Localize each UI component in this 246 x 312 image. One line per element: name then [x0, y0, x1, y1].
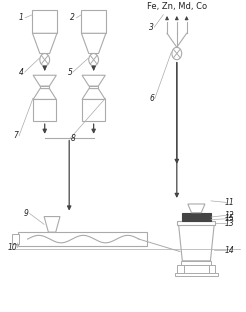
Polygon shape [33, 75, 56, 86]
Bar [177, 265, 184, 273]
Text: Fe, Zn, Md, Co: Fe, Zn, Md, Co [147, 2, 207, 11]
Text: 13: 13 [225, 219, 234, 228]
Bar [181, 261, 211, 265]
Polygon shape [44, 217, 60, 232]
Polygon shape [81, 33, 106, 53]
Polygon shape [179, 225, 214, 261]
Text: 14: 14 [225, 246, 234, 255]
Text: 4: 4 [19, 68, 24, 77]
Text: 8: 8 [70, 134, 75, 144]
Polygon shape [188, 204, 205, 213]
Text: 1: 1 [19, 13, 24, 22]
Text: 15: 15 [225, 214, 234, 223]
Bar [32, 10, 57, 33]
Text: 10: 10 [8, 243, 18, 252]
Polygon shape [82, 89, 105, 100]
Circle shape [89, 53, 99, 66]
Bar [18, 232, 147, 246]
Text: 11: 11 [225, 198, 234, 207]
Text: 6: 6 [149, 94, 154, 103]
Bar [33, 100, 56, 121]
Text: 7: 7 [14, 131, 18, 140]
Bar [209, 265, 215, 273]
Bar [177, 222, 215, 225]
Bar [82, 100, 105, 121]
Text: 5: 5 [67, 68, 72, 77]
Polygon shape [82, 75, 105, 86]
Polygon shape [32, 33, 57, 53]
Bar [81, 10, 106, 33]
Polygon shape [33, 89, 56, 100]
Circle shape [172, 47, 182, 60]
Circle shape [40, 53, 50, 66]
Bar [40, 86, 49, 89]
Bar [175, 273, 218, 275]
Bar [12, 234, 19, 244]
Text: 2: 2 [70, 13, 75, 22]
Bar [182, 213, 211, 222]
Text: 9: 9 [24, 209, 29, 218]
Bar [89, 86, 98, 89]
Text: 3: 3 [149, 22, 154, 32]
Text: 12: 12 [225, 211, 234, 220]
